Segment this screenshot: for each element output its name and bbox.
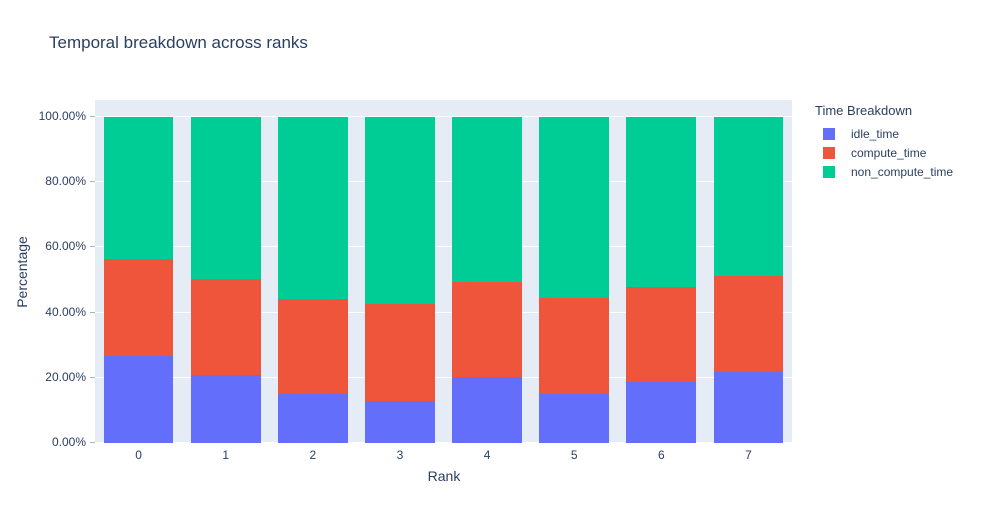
x-tick-label-5: 5: [570, 448, 578, 462]
chart-title: Temporal breakdown across ranks: [49, 33, 308, 52]
y-gridline-0: [95, 442, 792, 443]
bar-rank0-non_compute_time[interactable]: [103, 117, 174, 260]
legend-item-compute_time[interactable]: compute_time: [812, 143, 953, 162]
legend-swatch-non_compute_time: [823, 165, 835, 178]
legend-swatch-idle_time: [823, 127, 835, 140]
x-tick-label-2: 2: [309, 448, 317, 462]
x-tick-label-4: 4: [483, 448, 491, 462]
x-tick-label-6: 6: [657, 448, 665, 462]
bar-rank2-compute_time[interactable]: [277, 298, 348, 395]
y-gridline-60: [95, 246, 792, 248]
y-tick-mark-100: [90, 116, 95, 117]
legend-items: idle_time compute_time non_compute_time: [812, 124, 953, 181]
plot-area[interactable]: [95, 100, 792, 443]
bar-rank6-compute_time[interactable]: [626, 286, 697, 383]
y-tick-mark-80: [90, 181, 95, 183]
bar-rank7-idle_time[interactable]: [713, 372, 784, 443]
bar-rank6-idle_time[interactable]: [626, 382, 697, 443]
x-tick-label-7: 7: [745, 448, 752, 462]
x-tick-label-0: 0: [135, 448, 142, 462]
bar-rank3-idle_time[interactable]: [365, 400, 435, 443]
y-tick-mark-0: [90, 442, 95, 443]
bar-rank1-idle_time[interactable]: [190, 375, 261, 443]
bar-rank7-non_compute_time[interactable]: [713, 117, 784, 276]
y-gridline-20: [95, 376, 792, 378]
bar-rank4-non_compute_time[interactable]: [452, 117, 522, 282]
bar-rank1-compute_time[interactable]: [190, 279, 261, 376]
legend: Time Breakdown idle_time compute_time non_…: [812, 103, 953, 181]
legend-label-compute_time: compute_time: [851, 145, 927, 160]
legend-swatch-compute_time: [823, 146, 835, 159]
bar-rank3-compute_time[interactable]: [365, 303, 435, 401]
y-tick-label-20: 20.00%: [45, 369, 86, 384]
legend-item-non_compute_time[interactable]: non_compute_time: [812, 162, 953, 181]
bar-rank0-idle_time[interactable]: [103, 355, 174, 443]
y-tick-mark-20: [90, 376, 95, 378]
y-tick-mark-60: [90, 246, 95, 248]
x-tick-label-3: 3: [396, 448, 404, 462]
y-tick-label-0: 0.00%: [51, 435, 86, 449]
legend-label-idle_time: idle_time: [851, 126, 900, 141]
y-axis-title: Percentage: [14, 236, 30, 308]
legend-item-idle_time[interactable]: idle_time: [812, 124, 953, 143]
x-axis-title: Rank: [427, 468, 461, 484]
y-tick-label-40: 40.00%: [45, 304, 86, 319]
y-tick-label-80: 80.00%: [45, 174, 86, 189]
legend-label-non_compute_time: non_compute_time: [851, 164, 954, 179]
bar-rank1-non_compute_time[interactable]: [190, 117, 261, 280]
y-tick-label-60: 60.00%: [45, 239, 86, 254]
bar-rank3-non_compute_time[interactable]: [365, 117, 435, 304]
bar-rank4-idle_time[interactable]: [452, 376, 522, 443]
bar-rank5-compute_time[interactable]: [539, 297, 610, 394]
bar-rank6-non_compute_time[interactable]: [626, 117, 697, 287]
bar-rank4-compute_time[interactable]: [452, 281, 522, 377]
y-gridline-40: [95, 311, 792, 313]
bar-rank2-idle_time[interactable]: [277, 394, 348, 443]
x-tick-label-1: 1: [222, 448, 230, 462]
y-tick-label-100: 100.00%: [38, 109, 86, 123]
y-tick-mark-40: [90, 311, 95, 313]
bar-rank5-idle_time[interactable]: [539, 393, 610, 443]
bar-rank0-compute_time[interactable]: [103, 259, 174, 356]
legend-title: Time Breakdown: [815, 103, 913, 118]
bar-rank7-compute_time[interactable]: [713, 275, 784, 373]
bar-rank5-non_compute_time[interactable]: [539, 117, 610, 298]
y-gridline-100: [95, 116, 792, 117]
bar-rank2-non_compute_time[interactable]: [277, 117, 348, 299]
y-gridline-80: [95, 181, 792, 183]
